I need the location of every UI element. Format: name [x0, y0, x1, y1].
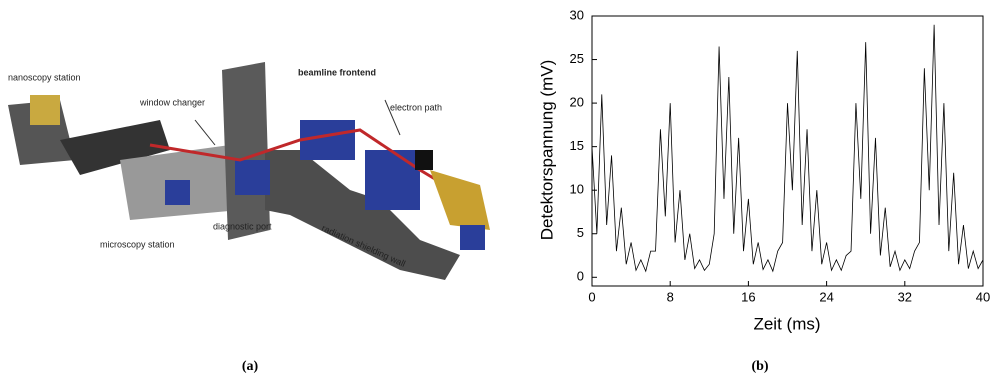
- x-tick-label: 24: [819, 289, 833, 304]
- caption: (a): [242, 359, 259, 374]
- label: diagnostic port: [213, 221, 272, 231]
- x-tick-label: 32: [898, 289, 912, 304]
- x-axis-label: Zeit (ms): [753, 314, 820, 333]
- label: beamline frontend: [298, 67, 376, 77]
- beamline-rendering: [8, 62, 490, 280]
- x-tick-label: 8: [667, 289, 674, 304]
- signal-line: [591, 24, 984, 273]
- plot-frame: [591, 15, 984, 287]
- label: microscopy station: [100, 239, 175, 249]
- label: electron path: [390, 102, 442, 112]
- y-tick-label: 30: [570, 7, 584, 22]
- label: nanoscopy station: [8, 72, 81, 82]
- y-tick-label: 15: [570, 138, 584, 153]
- y-tick-label: 5: [577, 225, 584, 240]
- y-tick-label: 25: [570, 51, 584, 66]
- x-tick-label: 16: [741, 289, 755, 304]
- y-tick-label: 10: [570, 182, 584, 197]
- y-axis-label: Detektorspannung (mV): [537, 60, 556, 240]
- y-tick-label: 0: [577, 269, 584, 284]
- x-tick-label: 40: [976, 289, 990, 304]
- x-tick-label: 0: [588, 289, 595, 304]
- caption: (b): [751, 359, 768, 374]
- label: window changer: [139, 97, 205, 107]
- y-tick-label: 20: [570, 95, 584, 110]
